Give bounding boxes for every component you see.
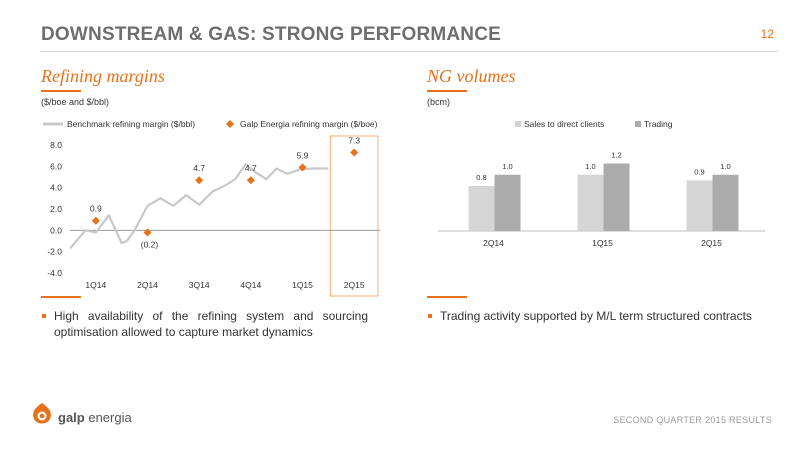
galp-margin-data-label: 4.7 — [193, 163, 205, 173]
y-tick-label: 6.0 — [50, 161, 62, 171]
legend-label-trading: Trading — [644, 119, 673, 129]
galp-margin-data-label: 4.7 — [245, 163, 257, 173]
legend-swatch-sales — [515, 121, 521, 127]
x-tick-label: 1Q14 — [85, 280, 106, 290]
sales-data-label: 0.8 — [476, 173, 486, 182]
sales-bar — [686, 180, 713, 231]
ng-series: 0.8 1.0 1.0 1.2 0.9 1.0 — [468, 151, 739, 231]
y-tick-label: -2.0 — [47, 247, 62, 257]
report-footer-label: SECOND QUARTER 2015 RESULTS — [613, 415, 772, 425]
legend-label-galp: Galp Energia refining margin ($/boe) — [240, 119, 378, 129]
y-tick-label: 0.0 — [50, 225, 62, 235]
slide-title: DOWNSTREAM & GAS: STRONG PERFORMANCE — [41, 24, 502, 45]
galp-margin-data-label: 7.3 — [348, 135, 360, 145]
highlight-2q15-box — [329, 135, 379, 297]
x-tick-label: 2Q14 — [137, 280, 158, 290]
legend-label-sales: Sales to direct clients — [524, 119, 604, 129]
galp-margin-marker — [298, 163, 307, 172]
ng-volumes-chart: Sales to direct clients Trading 2Q14 1Q15… — [438, 119, 765, 248]
galp-margin-data-label: 0.9 — [90, 204, 102, 214]
galp-margin-marker — [350, 148, 359, 157]
trading-data-label: 1.0 — [502, 162, 512, 171]
sales-bar — [468, 186, 495, 231]
legend-marker-swatch — [226, 120, 234, 128]
ng-legend: Sales to direct clients Trading — [515, 119, 673, 129]
trading-bar — [603, 163, 630, 231]
galp-logo-wordmark: galp energia — [58, 410, 132, 425]
sales-data-label: 1.0 — [585, 162, 595, 171]
x-tick-label: 4Q14 — [240, 280, 261, 290]
galp-margin-marker — [195, 176, 204, 185]
refining-margins-title: Refining margins — [41, 66, 165, 86]
refining-series: 0.9 (0.2) 4.7 4.7 5.9 7.3 — [69, 135, 360, 250]
galp-margin-marker — [91, 216, 100, 225]
refining-margins-unit: ($/boe and $/bbl) — [41, 97, 110, 107]
x-tick-label: 2Q14 — [483, 238, 504, 248]
trading-bar — [494, 174, 521, 231]
x-tick-label: 1Q15 — [592, 238, 613, 248]
galp-margin-data-label: 5.9 — [297, 150, 309, 160]
y-tick-label: 8.0 — [50, 140, 62, 150]
trading-data-label: 1.0 — [720, 162, 730, 171]
legend-swatch-trading — [635, 121, 641, 127]
y-tick-label: 4.0 — [50, 183, 62, 193]
sales-data-label: 0.9 — [694, 167, 704, 176]
galp-margin-data-label: (0.2) — [141, 239, 159, 249]
x-tick-label: 3Q14 — [189, 280, 210, 290]
left-bullet-text: High availability of the refining system… — [54, 309, 368, 339]
x-tick-label: 2Q15 — [344, 280, 365, 290]
legend-label-benchmark: Benchmark refining margin ($/bbl) — [67, 119, 195, 129]
right-bullet-text: Trading activity supported by M/L term s… — [440, 309, 752, 323]
x-tick-label: 1Q15 — [292, 280, 313, 290]
refining-legend: Benchmark refining margin ($/bbl) Galp E… — [43, 119, 378, 129]
y-tick-label: -4.0 — [47, 268, 62, 278]
refining-axes: 8.0 6.0 4.0 2.0 0.0 -2.0 -4.0 1Q14 2Q14 3Q14 4Q14 1… — [47, 140, 380, 290]
page-number: 12 — [760, 27, 774, 41]
right-bullet-divider — [427, 296, 467, 298]
ng-volumes-title: NG volumes — [427, 66, 516, 86]
galp-margin-marker — [246, 176, 255, 185]
ng-volumes-unit: (bcm) — [427, 97, 450, 107]
trading-data-label: 1.2 — [611, 151, 621, 160]
left-bullet-icon — [42, 314, 46, 318]
ng-axes: 2Q14 1Q15 2Q15 — [438, 230, 765, 248]
refining-margins-chart: Benchmark refining margin ($/bbl) Galp E… — [43, 119, 380, 297]
trading-bar — [712, 174, 739, 231]
x-tick-label: 2Q15 — [701, 238, 722, 248]
refining-margins-underline — [41, 90, 81, 92]
left-bullet-divider — [41, 296, 81, 298]
benchmark-margin-line — [69, 163, 329, 250]
title-divider — [40, 51, 778, 52]
y-tick-label: 2.0 — [50, 204, 62, 214]
galp-logo-icon — [33, 403, 51, 424]
right-bullet-icon — [428, 314, 432, 318]
sales-bar — [577, 174, 604, 231]
ng-volumes-underline — [427, 90, 467, 92]
galp-margin-marker — [143, 228, 152, 237]
